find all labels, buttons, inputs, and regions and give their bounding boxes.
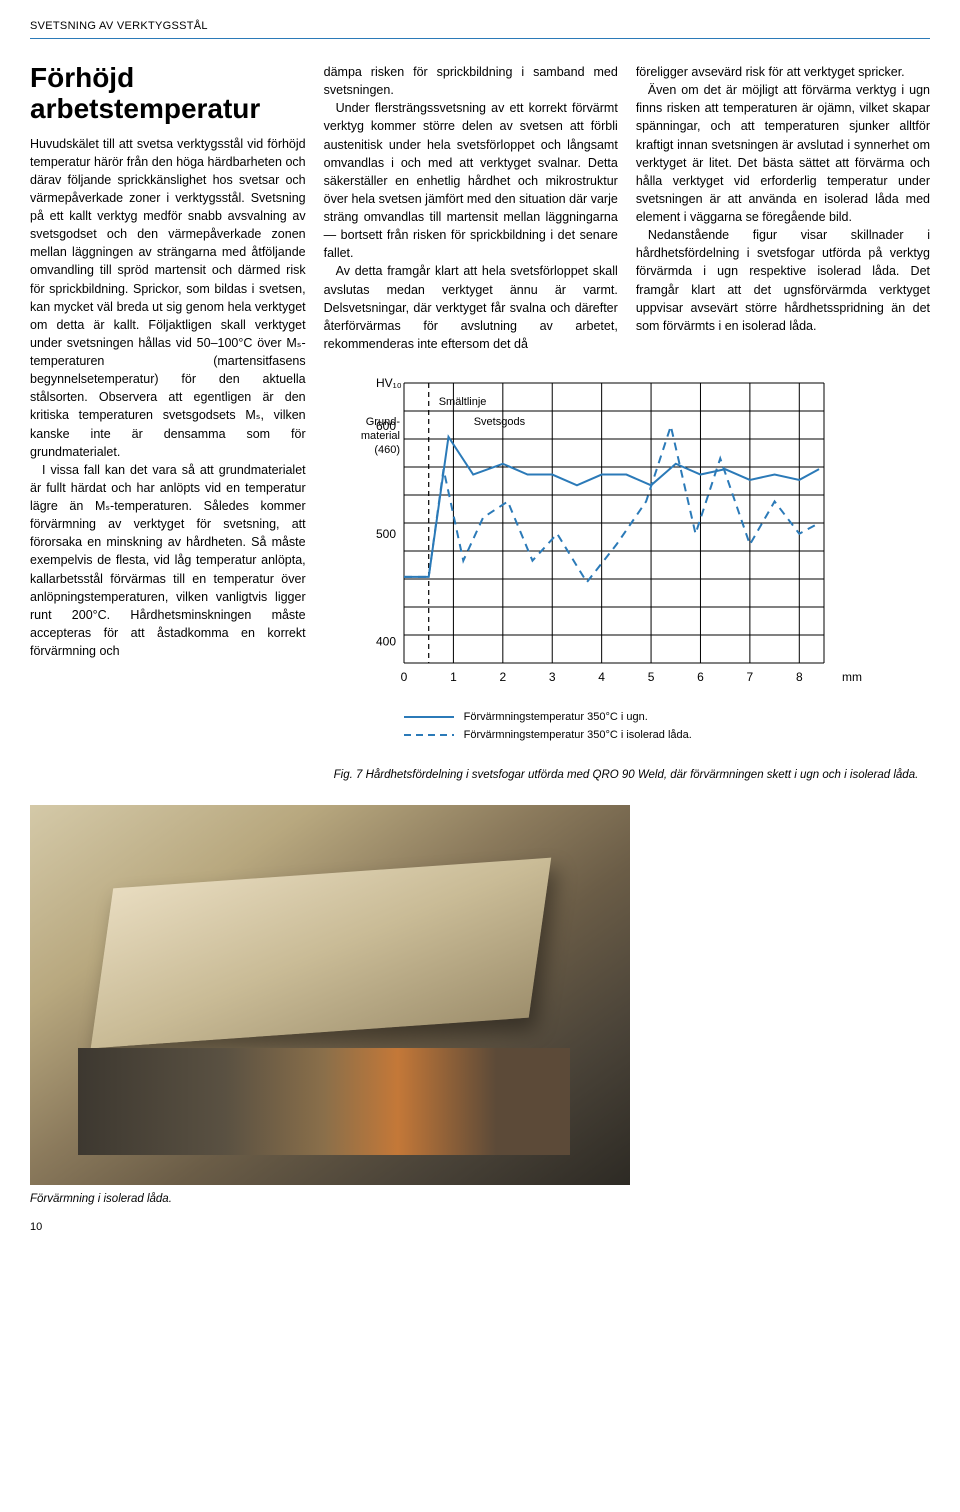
svg-text:material: material <box>361 430 400 442</box>
svg-text:HV₁₀: HV₁₀ <box>376 376 402 390</box>
col2-p1: dämpa risken för sprickbildning i samban… <box>324 63 618 99</box>
col3-p1: föreligger avsevärd risk för att verktyg… <box>636 63 930 81</box>
column-3: föreligger avsevärd risk för att verktyg… <box>636 63 930 353</box>
svg-text:8: 8 <box>796 670 803 684</box>
col3-p3: Nedanstående figur visar skillnader i hå… <box>636 226 930 335</box>
page-header: SVETSNING AV VERKTYGSSTÅL <box>30 20 930 39</box>
col2-p2: Under flersträngssvetsning av ett korrek… <box>324 99 618 262</box>
legend-solid-label: Förvärmningstemperatur 350°C i ugn. <box>464 711 648 723</box>
col2-p3: Av detta framgår klart att hela svetsför… <box>324 262 618 353</box>
svg-text:3: 3 <box>549 670 556 684</box>
col1-p1: Huvudskälet till att svetsa verktygsstål… <box>30 135 306 461</box>
title-line-2: arbetstemperatur <box>30 93 260 124</box>
col3-p2: Även om det är möjligt att förvärma verk… <box>636 81 930 226</box>
svg-text:Smältlinje: Smältlinje <box>438 396 486 408</box>
chart-legend: Förvärmningstemperatur 350°C i ugn. Förv… <box>404 711 930 747</box>
figure-caption: Fig. 7 Hårdhetsfördelning i svetsfogar u… <box>334 767 930 783</box>
column-1: Förhöjd arbetstemperatur Huvudskälet til… <box>30 63 306 783</box>
svg-text:7: 7 <box>746 670 753 684</box>
svg-text:1: 1 <box>450 670 457 684</box>
svg-text:(460): (460) <box>374 444 400 456</box>
title-line-1: Förhöjd <box>30 62 134 93</box>
svg-text:6: 6 <box>697 670 704 684</box>
svg-text:mm: mm <box>842 670 862 684</box>
photo-caption: Förvärmning i isolerad låda. <box>30 1193 630 1205</box>
photo-preheat-box <box>30 805 630 1185</box>
column-2: dämpa risken för sprickbildning i samban… <box>324 63 618 353</box>
svg-text:Grund-: Grund- <box>365 416 400 428</box>
photo-section: Förvärmning i isolerad låda. <box>30 805 630 1205</box>
hardness-chart: 400500600HV₁₀012345678mmSmältlinjeSvetsg… <box>334 373 930 693</box>
page-number: 10 <box>30 1221 930 1233</box>
svg-text:2: 2 <box>499 670 506 684</box>
legend-dashed: Förvärmningstemperatur 350°C i isolerad … <box>404 729 930 741</box>
svg-text:500: 500 <box>376 527 396 541</box>
article-title: Förhöjd arbetstemperatur <box>30 63 306 125</box>
legend-solid: Förvärmningstemperatur 350°C i ugn. <box>404 711 930 723</box>
legend-dashed-label: Förvärmningstemperatur 350°C i isolerad … <box>464 729 692 741</box>
svg-text:400: 400 <box>376 634 396 648</box>
svg-text:4: 4 <box>598 670 605 684</box>
col1-p2: I vissa fall kan det vara så att grundma… <box>30 461 306 660</box>
svg-text:5: 5 <box>647 670 654 684</box>
svg-text:0: 0 <box>400 670 407 684</box>
svg-text:Svetsgods: Svetsgods <box>473 416 525 428</box>
